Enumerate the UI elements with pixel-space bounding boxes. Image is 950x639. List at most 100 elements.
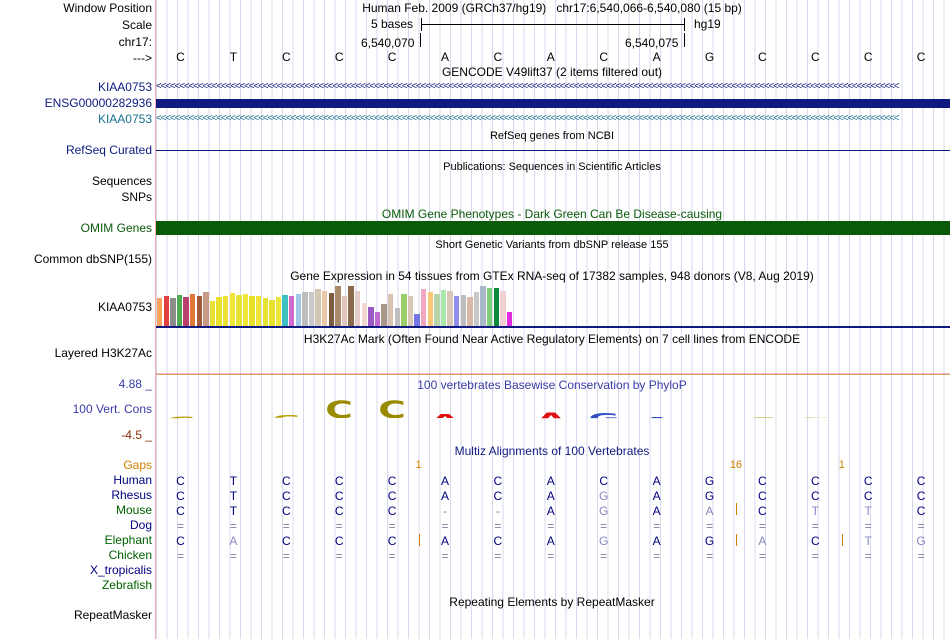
gencode-title[interactable]: GENCODE V49lift37 (2 items filtered out) [441, 65, 663, 79]
gtex-bar[interactable] [388, 294, 394, 326]
gtex-bar[interactable] [157, 298, 163, 326]
gencode-item-3[interactable]: KIAA0753 [97, 112, 152, 126]
omim-label[interactable]: OMIM Genes [80, 221, 152, 235]
gtex-bar[interactable] [374, 312, 381, 326]
species-label-rhesus[interactable]: Rhesus [111, 488, 152, 502]
refseq-label[interactable]: RefSeq Curated [65, 143, 152, 157]
gtex-bar-chart[interactable] [156, 286, 950, 326]
gtex-bar[interactable] [275, 297, 282, 326]
omim-bar[interactable] [156, 221, 950, 235]
gtex-bar[interactable] [506, 312, 513, 326]
gtex-bar[interactable] [348, 286, 354, 326]
multiz-title[interactable]: Multiz Alignments of 100 Vertebrates [454, 444, 650, 458]
gtex-bar[interactable] [361, 303, 367, 326]
gtex-bar[interactable] [322, 291, 328, 326]
gtex-bar[interactable] [335, 286, 341, 326]
gtex-bar[interactable] [242, 294, 249, 326]
gencode-item-1[interactable]: KIAA0753 [97, 80, 152, 94]
gtex-bar[interactable] [163, 296, 169, 326]
gencode-transcript-2[interactable] [156, 99, 950, 108]
gtex-bar[interactable] [196, 296, 202, 326]
gtex-bar[interactable] [269, 300, 275, 326]
gtex-bar[interactable] [302, 292, 308, 326]
repeatmasker-title[interactable]: Repeating Elements by RepeatMasker [449, 595, 655, 609]
gtex-bar[interactable] [440, 290, 447, 326]
dbsnp-title[interactable]: Short Genetic Variants from dbSNP releas… [435, 239, 669, 251]
gtex-bar[interactable] [328, 293, 334, 326]
gtex-bar[interactable] [190, 294, 196, 326]
dbsnp-label[interactable]: Common dbSNP(155) [33, 252, 152, 266]
gtex-bar[interactable] [341, 296, 348, 326]
gtex-bar[interactable] [262, 298, 268, 326]
gtex-bar[interactable] [434, 294, 440, 326]
gtex-bar[interactable] [229, 293, 235, 326]
species-label-elephant[interactable]: Elephant [104, 533, 152, 547]
alignment-base: C [916, 474, 926, 488]
gtex-bar[interactable] [427, 292, 433, 326]
snps-label[interactable]: SNPs [121, 190, 152, 204]
species-label-dog[interactable]: Dog [129, 518, 152, 532]
sequences-label[interactable]: Sequences [91, 174, 152, 188]
alignment-base: = [864, 519, 872, 533]
gtex-bar[interactable] [236, 295, 242, 326]
gtex-bar[interactable] [460, 295, 466, 326]
alignment-base: A [652, 504, 661, 518]
gtex-bar[interactable] [355, 291, 361, 326]
gencode-item-2[interactable]: ENSG00000282936 [44, 96, 152, 110]
gtex-bar[interactable] [407, 296, 414, 326]
gtex-bar[interactable] [467, 297, 473, 326]
species-label-chicken[interactable]: Chicken [108, 548, 152, 562]
gtex-bar[interactable] [414, 314, 420, 326]
gtex-bar[interactable] [170, 298, 176, 326]
species-label-x_tropicalis[interactable]: X_tropicalis [89, 563, 152, 577]
gaps-label: Gaps [123, 458, 152, 472]
alignment-base: C [810, 489, 820, 503]
alignment-base: C [863, 474, 873, 488]
cons-title[interactable]: 100 vertebrates Basewise Conservation by… [417, 378, 687, 392]
cons-logo[interactable]: CCCCAAGACC [156, 390, 950, 430]
gtex-bar[interactable] [223, 296, 229, 326]
alignment-base: C [281, 489, 291, 503]
gtex-bar[interactable] [381, 304, 387, 326]
gtex-bar[interactable] [421, 289, 427, 326]
alignment-base: A [229, 534, 238, 548]
gtex-bar[interactable] [493, 288, 499, 326]
gencode-transcript-1[interactable]: <<<<<<<<<<<<<<<<<<<<<<<<<<<<<<<<<<<<<<<<… [156, 82, 950, 92]
cons-label[interactable]: 100 Vert. Cons [72, 402, 152, 416]
gtex-bar[interactable] [454, 296, 460, 326]
gtex-label[interactable]: KIAA0753 [97, 300, 152, 314]
gtex-bar[interactable] [203, 292, 209, 326]
gtex-bar[interactable] [401, 294, 407, 326]
gencode-transcript-3[interactable]: <<<<<<<<<<<<<<<<<<<<<<<<<<<<<<<<<<<<<<<<… [156, 114, 950, 124]
h3k27ac-title[interactable]: H3K27Ac Mark (Often Found Near Active Re… [303, 332, 801, 346]
gtex-bar[interactable] [315, 289, 321, 326]
refseq-title[interactable]: RefSeq genes from NCBI [489, 130, 615, 142]
gtex-bar[interactable] [176, 295, 183, 326]
gtex-bar[interactable] [183, 297, 189, 326]
gtex-bar[interactable] [209, 301, 216, 326]
species-label-zebrafish[interactable]: Zebrafish [101, 578, 152, 592]
gtex-bar[interactable] [487, 288, 493, 326]
gtex-bar[interactable] [480, 286, 486, 326]
gtex-bar[interactable] [447, 291, 453, 326]
gtex-bar[interactable] [308, 292, 315, 326]
gtex-bar[interactable] [256, 296, 262, 326]
gtex-bar[interactable] [473, 292, 480, 326]
alignment-base: C [810, 534, 820, 548]
gtex-bar[interactable] [289, 296, 295, 326]
gtex-bar[interactable] [368, 307, 374, 326]
omim-title[interactable]: OMIM Gene Phenotypes - Dark Green Can Be… [381, 207, 723, 221]
gtex-bar[interactable] [249, 296, 255, 326]
gtex-bar[interactable] [295, 294, 301, 326]
gtex-bar[interactable] [216, 297, 222, 326]
repeatmasker-label[interactable]: RepeatMasker [73, 608, 152, 622]
gtex-bar[interactable] [282, 295, 288, 326]
species-label-human[interactable]: Human [113, 473, 152, 487]
refseq-line[interactable] [156, 150, 950, 151]
h3k27ac-label[interactable]: Layered H3K27Ac [54, 346, 152, 360]
gtex-title[interactable]: Gene Expression in 54 tissues from GTEx … [290, 269, 814, 283]
gtex-bar[interactable] [394, 308, 400, 326]
publications-title[interactable]: Publications: Sequences in Scientific Ar… [443, 161, 661, 173]
species-label-mouse[interactable]: Mouse [115, 503, 152, 517]
gtex-bar[interactable] [500, 291, 506, 326]
